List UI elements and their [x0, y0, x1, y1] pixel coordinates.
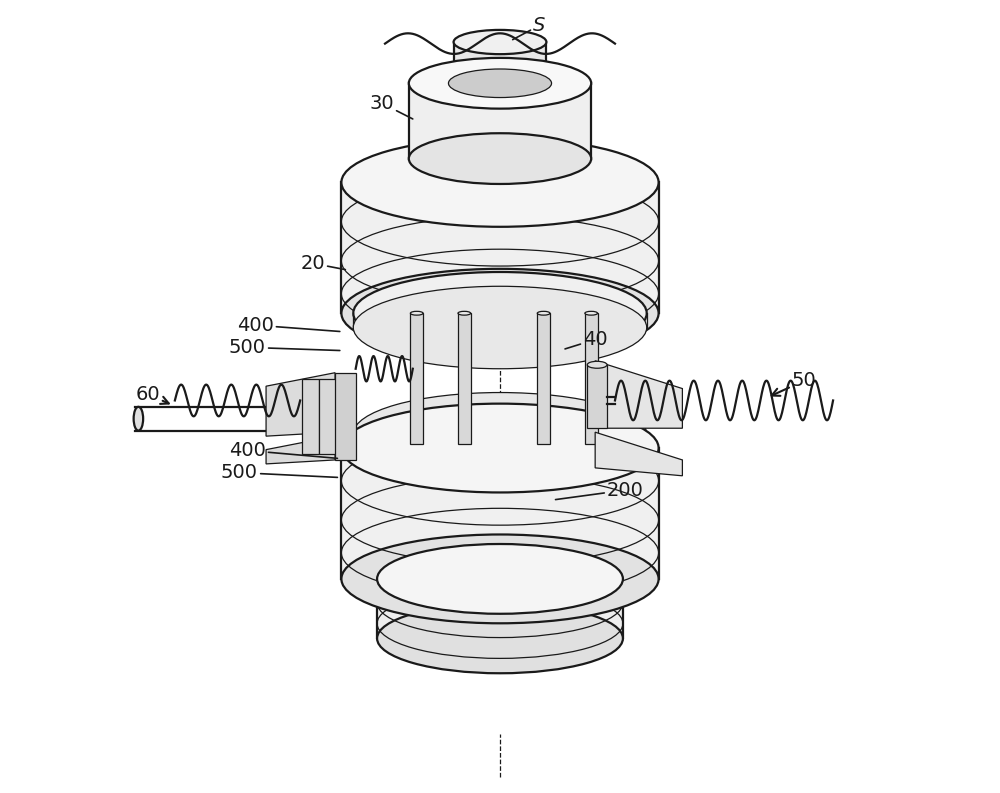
Ellipse shape — [377, 544, 623, 614]
Polygon shape — [266, 373, 335, 436]
Ellipse shape — [353, 407, 647, 489]
Ellipse shape — [341, 404, 659, 492]
Polygon shape — [341, 448, 659, 579]
Text: 40: 40 — [565, 330, 608, 349]
Polygon shape — [353, 313, 647, 328]
Text: 200: 200 — [556, 481, 644, 500]
Ellipse shape — [454, 30, 546, 54]
Text: 400: 400 — [229, 441, 337, 460]
Text: 500: 500 — [229, 338, 340, 357]
Text: S: S — [513, 16, 546, 40]
Text: 500: 500 — [221, 463, 337, 482]
Polygon shape — [595, 361, 682, 428]
Ellipse shape — [341, 269, 659, 358]
Text: 50: 50 — [772, 371, 817, 396]
Ellipse shape — [587, 362, 607, 368]
Text: 60: 60 — [135, 385, 169, 404]
Ellipse shape — [537, 312, 550, 315]
Polygon shape — [587, 365, 607, 428]
Text: 30: 30 — [369, 94, 413, 119]
Polygon shape — [458, 313, 471, 444]
Ellipse shape — [353, 393, 647, 475]
Polygon shape — [585, 313, 598, 444]
Polygon shape — [409, 83, 591, 159]
Polygon shape — [454, 42, 546, 83]
Ellipse shape — [410, 312, 423, 315]
Ellipse shape — [409, 133, 591, 184]
Polygon shape — [335, 373, 356, 460]
Text: 400: 400 — [237, 316, 340, 335]
Ellipse shape — [585, 312, 598, 315]
Polygon shape — [410, 313, 423, 444]
Ellipse shape — [341, 138, 659, 227]
Text: 20: 20 — [300, 254, 345, 273]
Ellipse shape — [448, 69, 552, 98]
Polygon shape — [302, 379, 319, 454]
Ellipse shape — [134, 407, 143, 431]
Ellipse shape — [341, 534, 659, 623]
Polygon shape — [353, 434, 647, 448]
Ellipse shape — [458, 312, 471, 315]
Polygon shape — [341, 182, 659, 313]
Ellipse shape — [353, 286, 647, 369]
Polygon shape — [595, 432, 682, 476]
Polygon shape — [377, 579, 623, 638]
Polygon shape — [319, 379, 337, 454]
Ellipse shape — [377, 603, 623, 673]
Ellipse shape — [409, 58, 591, 109]
Polygon shape — [537, 313, 550, 444]
Ellipse shape — [353, 272, 647, 354]
Polygon shape — [266, 436, 335, 464]
